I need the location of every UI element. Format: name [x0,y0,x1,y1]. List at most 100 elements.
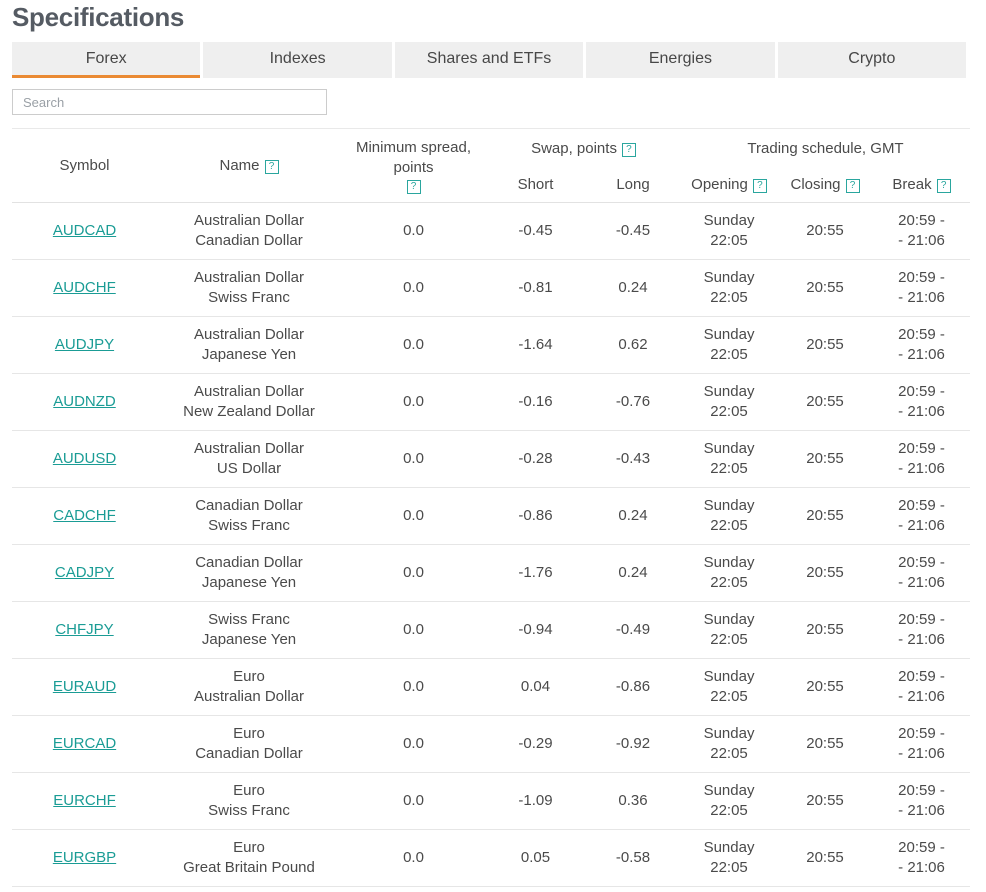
help-icon[interactable]: ? [753,179,767,193]
instrument-name: Australian Dollar US Dollar [157,431,341,488]
opening-value: Sunday 22:05 [681,716,777,773]
instrument-name: Australian Dollar New Zealand Dollar [157,374,341,431]
swap-short-value: -0.16 [486,374,585,431]
specifications-table: Symbol Name? Minimum spread, points ? Sw… [12,128,970,887]
header-break: Break? [873,169,970,203]
symbol-link[interactable]: AUDJPY [55,336,114,353]
symbol-link[interactable]: AUDUSD [53,450,116,467]
tab-shares-and-etfs[interactable]: Shares and ETFs [395,42,583,78]
table-row: AUDCHF Australian Dollar Swiss Franc 0.0… [12,260,970,317]
symbol-link[interactable]: EURGBP [53,849,116,866]
help-icon[interactable]: ? [846,179,860,193]
swap-short-value: -0.45 [486,203,585,260]
tab-label: Shares and ETFs [427,50,552,68]
tab-label: Energies [649,50,712,68]
swap-short-value: 0.04 [486,659,585,716]
header-swap-label: Swap, points [531,140,617,157]
closing-value: 20:55 [777,830,873,887]
table-header: Symbol Name? Minimum spread, points ? Sw… [12,129,970,203]
header-short-label: Short [518,176,554,193]
tab-forex[interactable]: Forex [12,42,200,78]
closing-value: 20:55 [777,773,873,830]
min-spread-value: 0.0 [341,317,486,374]
min-spread-value: 0.0 [341,488,486,545]
min-spread-value: 0.0 [341,431,486,488]
help-icon[interactable]: ? [622,143,636,157]
tab-label: Forex [86,50,127,68]
search-input[interactable] [12,89,327,115]
symbol-cell: AUDCAD [12,203,157,260]
header-swap-short: Short [486,169,585,203]
tab-crypto[interactable]: Crypto [778,42,966,78]
swap-long-value: -0.49 [585,602,681,659]
min-spread-value: 0.0 [341,830,486,887]
header-min-spread-label: Minimum spread, points [356,139,471,176]
min-spread-value: 0.0 [341,716,486,773]
opening-value: Sunday 22:05 [681,545,777,602]
symbol-link[interactable]: EURAUD [53,678,116,695]
symbol-link[interactable]: CHFJPY [55,621,113,638]
swap-short-value: -0.29 [486,716,585,773]
break-value: 20:59 - - 21:06 [873,659,970,716]
symbol-cell: CADJPY [12,545,157,602]
header-opening-label: Opening [691,176,748,193]
closing-value: 20:55 [777,431,873,488]
swap-long-value: 0.24 [585,488,681,545]
header-symbol-label: Symbol [59,157,109,174]
instrument-name: Euro Swiss Franc [157,773,341,830]
swap-long-value: 0.24 [585,545,681,602]
instrument-name: Euro Great Britain Pound [157,830,341,887]
opening-value: Sunday 22:05 [681,203,777,260]
symbol-link[interactable]: EURCAD [53,735,116,752]
header-name: Name? [157,129,341,203]
closing-value: 20:55 [777,659,873,716]
symbol-link[interactable]: CADCHF [53,507,116,524]
tab-label: Indexes [270,50,326,68]
swap-long-value: -0.86 [585,659,681,716]
swap-long-value: -0.92 [585,716,681,773]
swap-short-value: -1.64 [486,317,585,374]
header-schedule-label: Trading schedule, GMT [747,140,903,157]
help-icon[interactable]: ? [937,179,951,193]
closing-value: 20:55 [777,716,873,773]
opening-value: Sunday 22:05 [681,317,777,374]
break-value: 20:59 - - 21:06 [873,545,970,602]
opening-value: Sunday 22:05 [681,374,777,431]
break-value: 20:59 - - 21:06 [873,773,970,830]
swap-short-value: -1.09 [486,773,585,830]
header-long-label: Long [616,176,649,193]
tab-energies[interactable]: Energies [586,42,774,78]
closing-value: 20:55 [777,545,873,602]
instrument-name: Canadian Dollar Swiss Franc [157,488,341,545]
page-title: Specifications [12,2,970,33]
symbol-cell: CADCHF [12,488,157,545]
swap-short-value: 0.05 [486,830,585,887]
table-row: CADJPY Canadian Dollar Japanese Yen 0.0 … [12,545,970,602]
instrument-name: Euro Canadian Dollar [157,716,341,773]
search-wrap [12,89,970,115]
closing-value: 20:55 [777,602,873,659]
table-body: AUDCAD Australian Dollar Canadian Dollar… [12,203,970,887]
help-icon[interactable]: ? [407,180,421,194]
symbol-cell: EURCAD [12,716,157,773]
symbol-cell: AUDNZD [12,374,157,431]
symbol-link[interactable]: CADJPY [55,564,114,581]
symbol-link[interactable]: EURCHF [53,792,116,809]
help-icon[interactable]: ? [265,160,279,174]
header-schedule-group: Trading schedule, GMT [681,129,970,169]
opening-value: Sunday 22:05 [681,431,777,488]
symbol-link[interactable]: AUDCHF [53,279,116,296]
break-value: 20:59 - - 21:06 [873,488,970,545]
table-row: AUDJPY Australian Dollar Japanese Yen 0.… [12,317,970,374]
break-value: 20:59 - - 21:06 [873,374,970,431]
tab-label: Crypto [848,50,895,68]
swap-short-value: -0.86 [486,488,585,545]
swap-short-value: -0.81 [486,260,585,317]
tab-indexes[interactable]: Indexes [203,42,391,78]
instrument-name: Australian Dollar Swiss Franc [157,260,341,317]
symbol-link[interactable]: AUDCAD [53,222,116,239]
opening-value: Sunday 22:05 [681,260,777,317]
header-symbol: Symbol [12,129,157,203]
min-spread-value: 0.0 [341,659,486,716]
symbol-link[interactable]: AUDNZD [53,393,116,410]
